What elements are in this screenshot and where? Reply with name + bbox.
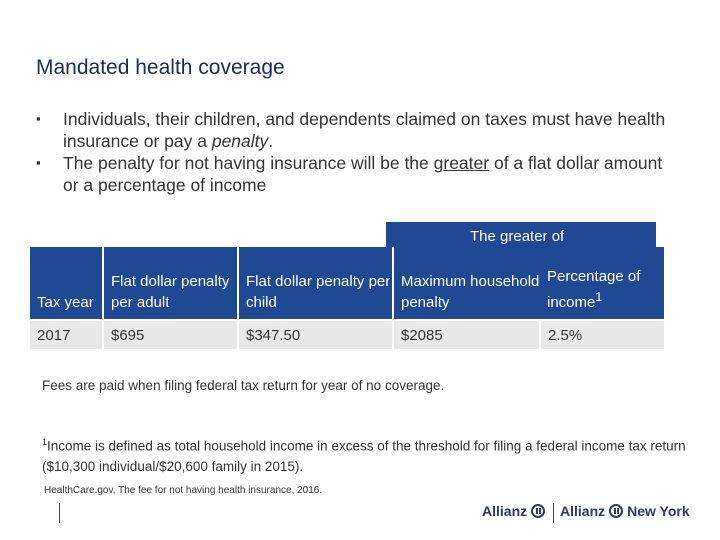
fees-note: Fees are paid when filing federal tax re… [42, 378, 445, 393]
footnote: 1Income is defined as total household in… [42, 437, 686, 474]
header-flat-adult: Flat dollar penalty per adult [102, 247, 238, 320]
allianz-logo: Allianz [482, 503, 546, 519]
table-row: 2017 $695 $347.50 $2085 2.5% [30, 319, 664, 349]
header-max-household: Maximum household penalty [392, 247, 540, 320]
source-citation: HealthCare.gov, The fee for not having h… [44, 485, 323, 496]
cell-flat-adult: $695 [102, 319, 238, 349]
cell-tax-year: 2017 [30, 319, 103, 349]
bullet-item: ▪ Individuals, their children, and depen… [36, 109, 666, 151]
cell-percentage: 2.5% [539, 319, 664, 349]
allianz-new-york-logo: Allianz New York [560, 503, 690, 519]
header-percentage: Percentage of income1 [540, 247, 664, 320]
header-flat-child: Flat dollar penalty per child [237, 247, 393, 320]
bullet-list: ▪ Individuals, their children, and depen… [36, 108, 676, 196]
cell-max-household: $2085 [392, 319, 540, 349]
footer-divider [59, 503, 60, 523]
square-bullet-icon: ▪ [36, 155, 41, 170]
penalty-table: Tax year Flat dollar penalty per adult F… [30, 247, 664, 349]
allianz-eagle-icon [531, 504, 546, 518]
group-header-label: The greater of [470, 228, 565, 245]
logo-divider [553, 503, 554, 523]
table-header-row: Tax year Flat dollar penalty per adult F… [30, 247, 664, 320]
bullet-item: ▪ The penalty for not having insurance w… [36, 153, 663, 195]
cell-flat-child: $347.50 [237, 319, 393, 349]
allianz-eagle-icon [609, 504, 624, 518]
header-tax-year: Tax year [30, 247, 103, 320]
slide-title: Mandated health coverage [36, 56, 285, 79]
square-bullet-icon: ▪ [36, 111, 41, 126]
